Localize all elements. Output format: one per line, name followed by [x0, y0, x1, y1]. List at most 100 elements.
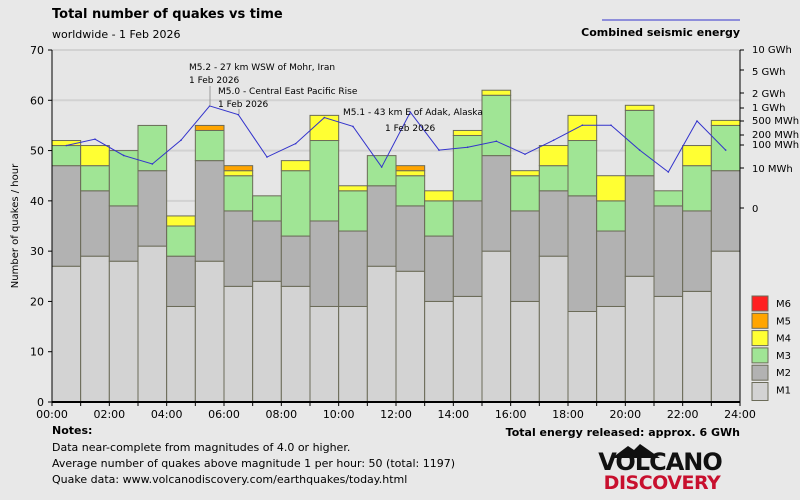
chart-title: Total number of quakes vs time — [52, 7, 283, 22]
energy-tick-label: 100 MWh — [752, 140, 799, 151]
x-tick-label: 18:00 — [552, 408, 584, 421]
x-tick-label: 04:00 — [151, 408, 183, 421]
bar-m4 — [280, 160, 311, 172]
bar-m3 — [682, 165, 712, 212]
energy-tick-label: 200 MWh — [752, 130, 799, 141]
event-annotation-date: 1 Feb 2026 — [385, 124, 436, 134]
legend-label-m1: M1 — [776, 386, 791, 397]
bar-m3 — [51, 145, 82, 167]
bar-m2 — [710, 170, 741, 252]
bar-m2 — [510, 210, 540, 302]
bar-m3 — [481, 94, 512, 157]
x-tick-label: 06:00 — [208, 408, 240, 421]
y-tick-label: 0 — [37, 396, 44, 409]
energy-point — [237, 113, 240, 116]
y-tick-label: 30 — [30, 245, 44, 258]
legend-swatch-m3 — [751, 347, 769, 364]
bar-m2 — [338, 230, 368, 307]
energy-point — [438, 149, 440, 151]
bar-m3 — [424, 200, 454, 237]
bar-m3 — [338, 190, 368, 232]
energy-tick-label: 500 MWh — [752, 116, 799, 127]
bar-m3 — [80, 165, 110, 192]
bar-m1 — [252, 280, 282, 403]
bar-m1 — [624, 275, 655, 403]
bar-m3 — [309, 140, 340, 222]
bar-m4 — [510, 170, 540, 177]
bar-m3 — [538, 165, 569, 192]
energy-point — [638, 149, 641, 151]
event-annotation-title: M5.1 - 43 km E of Adak, Alaska — [343, 108, 483, 118]
bar-m2 — [538, 190, 569, 257]
bar-m1 — [280, 285, 311, 403]
y-tick-label: 50 — [30, 145, 44, 158]
bar-m2 — [682, 210, 712, 292]
bar-m3 — [653, 190, 684, 207]
bar-m3 — [366, 155, 397, 187]
y-tick-label: 60 — [30, 94, 44, 107]
x-tick-label: 00:00 — [36, 408, 68, 421]
bar-m2 — [80, 190, 110, 257]
x-tick-label: 16:00 — [495, 408, 527, 421]
bar-m2 — [309, 220, 340, 307]
energy-point — [122, 154, 125, 157]
legend-label-m6: M6 — [776, 299, 791, 310]
energy-point — [65, 144, 68, 147]
energy-point — [294, 142, 297, 145]
bar-m1 — [194, 260, 225, 403]
legend-swatch-m2 — [751, 364, 769, 381]
x-tick-label: 20:00 — [609, 408, 641, 421]
y-tick-label: 10 — [30, 346, 44, 359]
energy-tick-label: 5 GWh — [752, 67, 786, 78]
x-tick-label: 22:00 — [667, 408, 699, 421]
y-tick-label: 40 — [30, 195, 44, 208]
energy-tick-label: 10 GWh — [752, 45, 792, 56]
event-annotation-title: M5.2 - 27 km WSW of Mohr, Iran — [189, 63, 335, 73]
bar-m1 — [108, 260, 139, 403]
bar-m5 — [194, 124, 225, 131]
bar-m1 — [682, 290, 712, 403]
bar-m2 — [624, 175, 655, 277]
bar-m4 — [481, 89, 512, 96]
bar-m1 — [137, 245, 168, 403]
legend-swatch-m4 — [751, 330, 769, 347]
energy-point — [667, 171, 670, 173]
energy-point — [610, 124, 612, 126]
energy-tick-label: 0 — [752, 204, 758, 215]
notes-title: Notes: — [52, 424, 93, 437]
bar-m2 — [452, 200, 483, 297]
bar-m2 — [252, 220, 282, 282]
event-annotation-date: 1 Feb 2026 — [218, 100, 269, 110]
bar-m4 — [395, 170, 426, 177]
logo-volcano-text: VOLCANO — [598, 448, 722, 476]
legend-swatch-m1 — [751, 382, 769, 401]
energy-point — [409, 111, 412, 113]
energy-tick-label: 10 MWh — [752, 164, 793, 175]
y-axis-label: Number of quakes / hour — [10, 163, 21, 288]
note-average: Average number of quakes above magnitude… — [52, 457, 455, 470]
energy-point — [696, 120, 698, 122]
energy-point — [352, 125, 354, 128]
bar-m3 — [108, 150, 139, 207]
note-completeness: Data near-complete from magnitudes of 4.… — [52, 441, 351, 454]
bar-m2 — [223, 210, 254, 287]
energy-point — [495, 140, 498, 143]
energy-point — [323, 116, 326, 119]
bar-m1 — [481, 250, 512, 403]
energy-tick-label: 1 GWh — [752, 103, 786, 114]
bar-m2 — [596, 230, 626, 307]
event-annotation-title: M5.0 - Central East Pacific Rise — [218, 87, 358, 97]
bar-m5 — [395, 165, 426, 172]
bar-m4 — [424, 190, 454, 202]
bar-m3 — [194, 129, 225, 162]
bar-m2 — [653, 205, 684, 297]
bar-m1 — [538, 255, 569, 403]
bar-m1 — [452, 295, 483, 403]
bar-m2 — [366, 185, 397, 267]
bar-m5 — [223, 165, 254, 172]
legend-label-m5: M5 — [776, 316, 791, 327]
energy-point — [552, 139, 555, 141]
bar-m3 — [223, 175, 254, 212]
bar-m3 — [596, 200, 626, 232]
